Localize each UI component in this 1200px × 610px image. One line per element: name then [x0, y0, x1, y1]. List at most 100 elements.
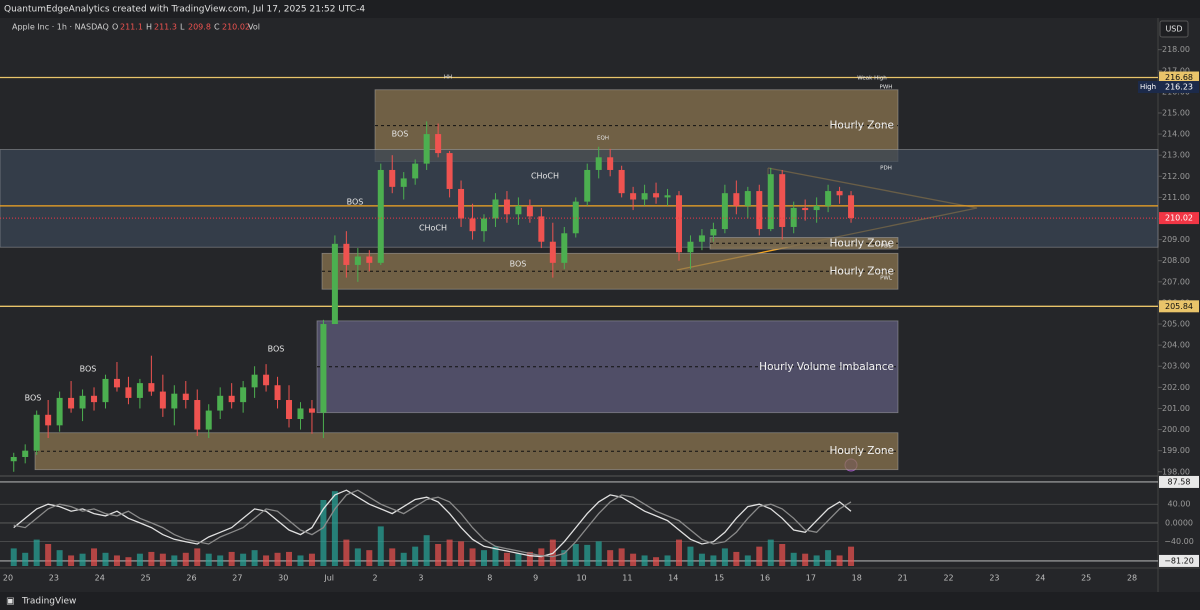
osc-tick-label: 40.00: [1168, 500, 1191, 509]
volume-bar: [710, 555, 717, 566]
candle-body: [698, 235, 705, 242]
volume-bar: [836, 555, 843, 566]
volume-bar: [526, 551, 533, 566]
x-tick-label: 27: [232, 574, 242, 583]
candle-body: [102, 378, 109, 403]
candle-body: [675, 195, 682, 253]
volume-bar: [607, 550, 614, 566]
candle-body: [68, 397, 75, 409]
legend-value: 211.1: [120, 23, 143, 32]
volume-bar: [354, 548, 361, 566]
volume-bar: [286, 551, 293, 566]
volume-bar: [572, 544, 579, 566]
header-bar: [0, 0, 1200, 18]
volume-bar: [515, 553, 522, 566]
y-tick-label: 213.00: [1162, 151, 1190, 160]
volume-bar: [446, 539, 453, 566]
annotation: BOS: [510, 260, 527, 269]
y-tick-label: 202.00: [1162, 383, 1190, 392]
currency-box: [1159, 20, 1189, 38]
volume-bar: [744, 555, 751, 566]
volume-bar: [102, 552, 109, 566]
candle-body: [389, 169, 396, 187]
candle-body: [802, 207, 809, 211]
zone: [34, 432, 899, 471]
volume-bar: [148, 551, 155, 566]
currency: USD: [1165, 25, 1182, 34]
volume-bar: [56, 550, 63, 566]
oscillator-line: [13, 489, 852, 558]
candle-body: [790, 207, 797, 227]
volume-bar: [251, 550, 258, 566]
volume-bar: [228, 551, 235, 566]
volume-bar: [435, 544, 442, 566]
candle-body: [136, 383, 143, 398]
price-label: 210.02: [1165, 214, 1193, 223]
footer-text: TradingView: [21, 597, 76, 607]
candle-body: [125, 387, 132, 398]
candle-body: [469, 218, 476, 232]
candle-body: [481, 218, 488, 232]
volume-bar: [240, 553, 247, 566]
y-tick-label: 212.00: [1162, 172, 1190, 181]
volume-bar: [733, 551, 740, 566]
y-tick-label: 205.00: [1162, 320, 1190, 329]
volume-bar: [113, 555, 120, 566]
oscillator-line: [13, 489, 852, 558]
osc-tick-label: 87.58: [1168, 477, 1191, 486]
candle-body: [595, 157, 602, 170]
volume-bar: [33, 539, 40, 566]
candle-body: [10, 457, 17, 462]
candle-body: [630, 193, 637, 200]
x-tick-label: 25: [1081, 574, 1091, 583]
x-tick-label: 8: [487, 574, 492, 583]
candle-body: [423, 134, 430, 164]
candle-body: [251, 374, 258, 388]
volume-bar: [756, 546, 763, 566]
volume-bar: [217, 555, 224, 566]
candle-body: [733, 193, 740, 206]
annotation: HH: [444, 75, 452, 81]
volume-bar: [492, 546, 499, 566]
legend-value: 210.02: [222, 23, 250, 32]
candle-body: [308, 408, 315, 413]
volume-bar: [698, 553, 705, 566]
candle-body: [515, 205, 522, 215]
candle-body: [618, 169, 625, 194]
volume-bar: [641, 555, 648, 566]
candle-body: [848, 195, 855, 219]
volume-bar: [22, 552, 29, 566]
volume-bar: [779, 544, 786, 566]
candle-body: [756, 191, 763, 230]
candle-body: [446, 153, 453, 189]
x-tick-label: 14: [668, 574, 678, 583]
header-text: QuantumEdgeAnalytics created with Tradin…: [4, 5, 365, 15]
y-tick-label: 217.00: [1162, 66, 1190, 75]
candle-body: [653, 193, 660, 198]
annotation: BOS: [25, 394, 42, 403]
candle-body: [343, 243, 350, 265]
zone-label: Hourly Volume Imbalance: [759, 361, 894, 373]
price-label-box: [1159, 81, 1199, 94]
volume-bar: [503, 552, 510, 566]
y-tick-label: 215.00: [1162, 108, 1190, 117]
volume-bar: [412, 546, 419, 566]
candle-body: [767, 174, 774, 230]
candle-body: [286, 400, 293, 420]
candle-body: [400, 178, 407, 187]
volume-bar: [802, 553, 809, 566]
volume-bar: [91, 548, 98, 566]
annotation: PDL: [881, 244, 893, 250]
volume-bar: [45, 544, 52, 566]
candle-body: [182, 393, 189, 401]
x-tick-label: 3: [418, 574, 423, 583]
candle-body: [159, 391, 166, 409]
candle-body: [79, 395, 86, 409]
candle-body: [607, 157, 614, 170]
x-tick-label: 20: [3, 574, 13, 583]
x-tick-label: 21: [898, 574, 908, 583]
y-tick-label: 199.00: [1162, 446, 1190, 455]
candle-body: [91, 395, 98, 403]
candle-body: [171, 393, 178, 409]
candle-body: [205, 410, 212, 430]
